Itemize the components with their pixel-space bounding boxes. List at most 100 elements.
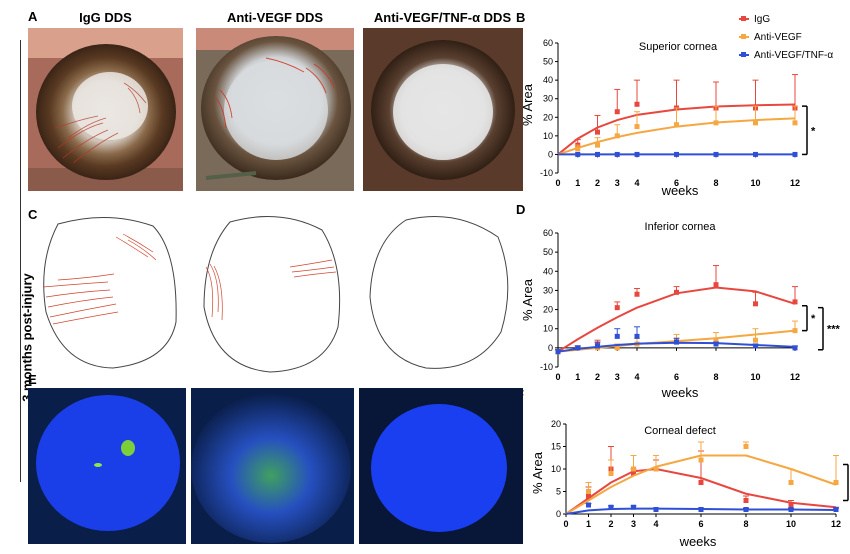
column-title-anti-vegf: Anti-VEGF DDS (226, 10, 324, 25)
superior-x-tick-label: 4 (634, 178, 639, 188)
superior-y-tick-label: 60 (543, 38, 553, 48)
inferior-sig-label: *** (827, 324, 841, 336)
superior-point-anti-vegf (595, 142, 600, 148)
chart-inferior-ylabel: % Area (520, 278, 535, 321)
inferior-x-tick-label: 3 (615, 372, 620, 382)
inferior-x-tick-label: 2 (595, 372, 600, 382)
superior-x-tick-label: 1 (575, 178, 580, 188)
superior-point-igg (634, 101, 640, 107)
superior-y-tick-label: 0 (548, 149, 553, 159)
defect-point-anti-vegf-tnf (788, 507, 794, 512)
inferior-y-tick-label: -10 (540, 362, 553, 372)
defect-point-anti-vegf (698, 457, 704, 463)
defect-point-anti-vegf-tnf (653, 507, 659, 512)
chart-defect-title: Corneal defect (644, 425, 716, 437)
superior-point-anti-vegf-tnf (614, 151, 620, 157)
defect-point-anti-vegf (833, 480, 839, 485)
inferior-y-tick-label: 0 (548, 343, 553, 353)
chart-superior-title: Superior cornea (639, 41, 718, 53)
defect-point-anti-vegf-tnf (586, 502, 591, 508)
superior-point-anti-vegf-tnf (792, 151, 798, 157)
superior-x-tick-label: 2 (595, 178, 600, 188)
inferior-x-tick-label: 1 (575, 372, 580, 382)
legend-marker-anti-vegf (741, 34, 746, 39)
fluorescein-photo-anti-vegf-tnf (359, 388, 523, 544)
defect-x-tick-label: 4 (653, 519, 658, 529)
chart-inferior-title: Inferior cornea (645, 221, 717, 233)
superior-x-tick-label: 8 (713, 178, 718, 188)
superior-y-tick-label: 10 (543, 131, 553, 141)
inferior-point-igg (792, 299, 798, 305)
superior-point-anti-vegf (713, 120, 719, 126)
superior-x-tick-label: 0 (555, 178, 560, 188)
inferior-y-tick-label: 30 (543, 285, 553, 295)
defect-x-tick-label: 3 (631, 519, 636, 529)
cornea-drawing-anti-vegf-tnf (366, 212, 516, 372)
eye-photo-igg (28, 28, 183, 191)
defect-point-anti-vegf-tnf (608, 504, 614, 510)
eye-photo-anti-vegf (196, 28, 354, 191)
defect-point-anti-vegf-tnf (833, 507, 839, 512)
inferior-point-igg (713, 282, 719, 288)
superior-point-anti-vegf-tnf (674, 151, 679, 157)
defect-point-igg (698, 480, 704, 485)
superior-point-anti-vegf (634, 124, 640, 130)
inferior-x-tick-label: 0 (555, 372, 560, 382)
inferior-point-anti-vegf-tnf (575, 345, 581, 351)
inferior-point-anti-vegf (753, 337, 758, 343)
superior-y-tick-label: 50 (543, 57, 553, 67)
defect-x-tick-label: 2 (608, 519, 613, 529)
defect-y-tick-label: 20 (551, 419, 561, 429)
panel-letter-b: B (516, 10, 526, 25)
inferior-x-tick-label: 6 (674, 372, 679, 382)
defect-point-anti-vegf-tnf (743, 507, 749, 512)
inferior-point-anti-vegf-tnf (614, 333, 620, 339)
superior-x-tick-label: 10 (750, 178, 760, 188)
panel-letter-e: E (28, 372, 37, 387)
defect-point-igg (631, 471, 636, 476)
inferior-y-tick-label: 50 (543, 247, 553, 257)
inferior-y-tick-label: 60 (543, 228, 553, 238)
chart-superior-xlabel: weeks (661, 183, 699, 198)
inferior-point-anti-vegf-tnf (792, 345, 798, 351)
superior-y-tick-label: 20 (543, 112, 553, 122)
chart-superior-cornea: Superior cornea weeks % Area IgG Anti-VE… (520, 10, 850, 200)
defect-y-tick-label: 15 (551, 442, 561, 452)
inferior-fit-line-anti-vegf-tnf (557, 341, 796, 353)
defect-point-igg (788, 502, 794, 508)
inferior-point-igg (674, 289, 679, 295)
column-title-anti-vegf-tnf: Anti-VEGF/TNF-α DDS (373, 10, 512, 25)
inferior-point-anti-vegf (614, 345, 620, 351)
inferior-point-igg (753, 301, 758, 307)
inferior-x-tick-label: 4 (634, 372, 639, 382)
fluorescein-photo-anti-vegf (191, 388, 354, 544)
chart-corneal-defect: Corneal defect weeks % Area 0 5 10 15 20 0 1 2 3… (520, 398, 850, 549)
chart-superior-ylabel: % Area (520, 83, 535, 126)
chart-inferior-cornea-svg: Inferior cornea weeks % Area -1001020304… (520, 221, 841, 400)
defect-point-anti-vegf-tnf (631, 504, 636, 510)
defect-point-anti-vegf (743, 444, 749, 449)
superior-point-anti-vegf-tnf (634, 151, 640, 157)
defect-y-tick-label: 0 (556, 509, 561, 519)
chart-inferior-xlabel: weeks (661, 385, 699, 400)
superior-point-anti-vegf-tnf (575, 151, 581, 157)
defect-point-igg (743, 498, 749, 503)
defect-point-anti-vegf (653, 466, 659, 472)
inferior-x-tick-label: 10 (750, 372, 760, 382)
defect-x-tick-label: 10 (786, 519, 796, 529)
superior-fit-line-anti-vegf (557, 117, 796, 156)
defect-x-tick-label: 8 (743, 519, 748, 529)
inferior-point-anti-vegf-tnf (713, 341, 719, 347)
inferior-y-tick-label: 40 (543, 266, 553, 276)
panel-letter-a: A (28, 9, 38, 24)
inferior-y-tick-label: 20 (543, 305, 553, 315)
chart-defect-ylabel: % Area (530, 451, 545, 494)
superior-x-tick-label: 3 (615, 178, 620, 188)
legend-label-igg: IgG (754, 14, 770, 25)
inferior-point-anti-vegf-tnf (555, 349, 561, 355)
inferior-point-anti-vegf (713, 337, 719, 343)
inferior-x-tick-label: 8 (713, 372, 718, 382)
fluorescein-photo-igg (28, 388, 186, 544)
cornea-drawing-igg (38, 212, 178, 370)
